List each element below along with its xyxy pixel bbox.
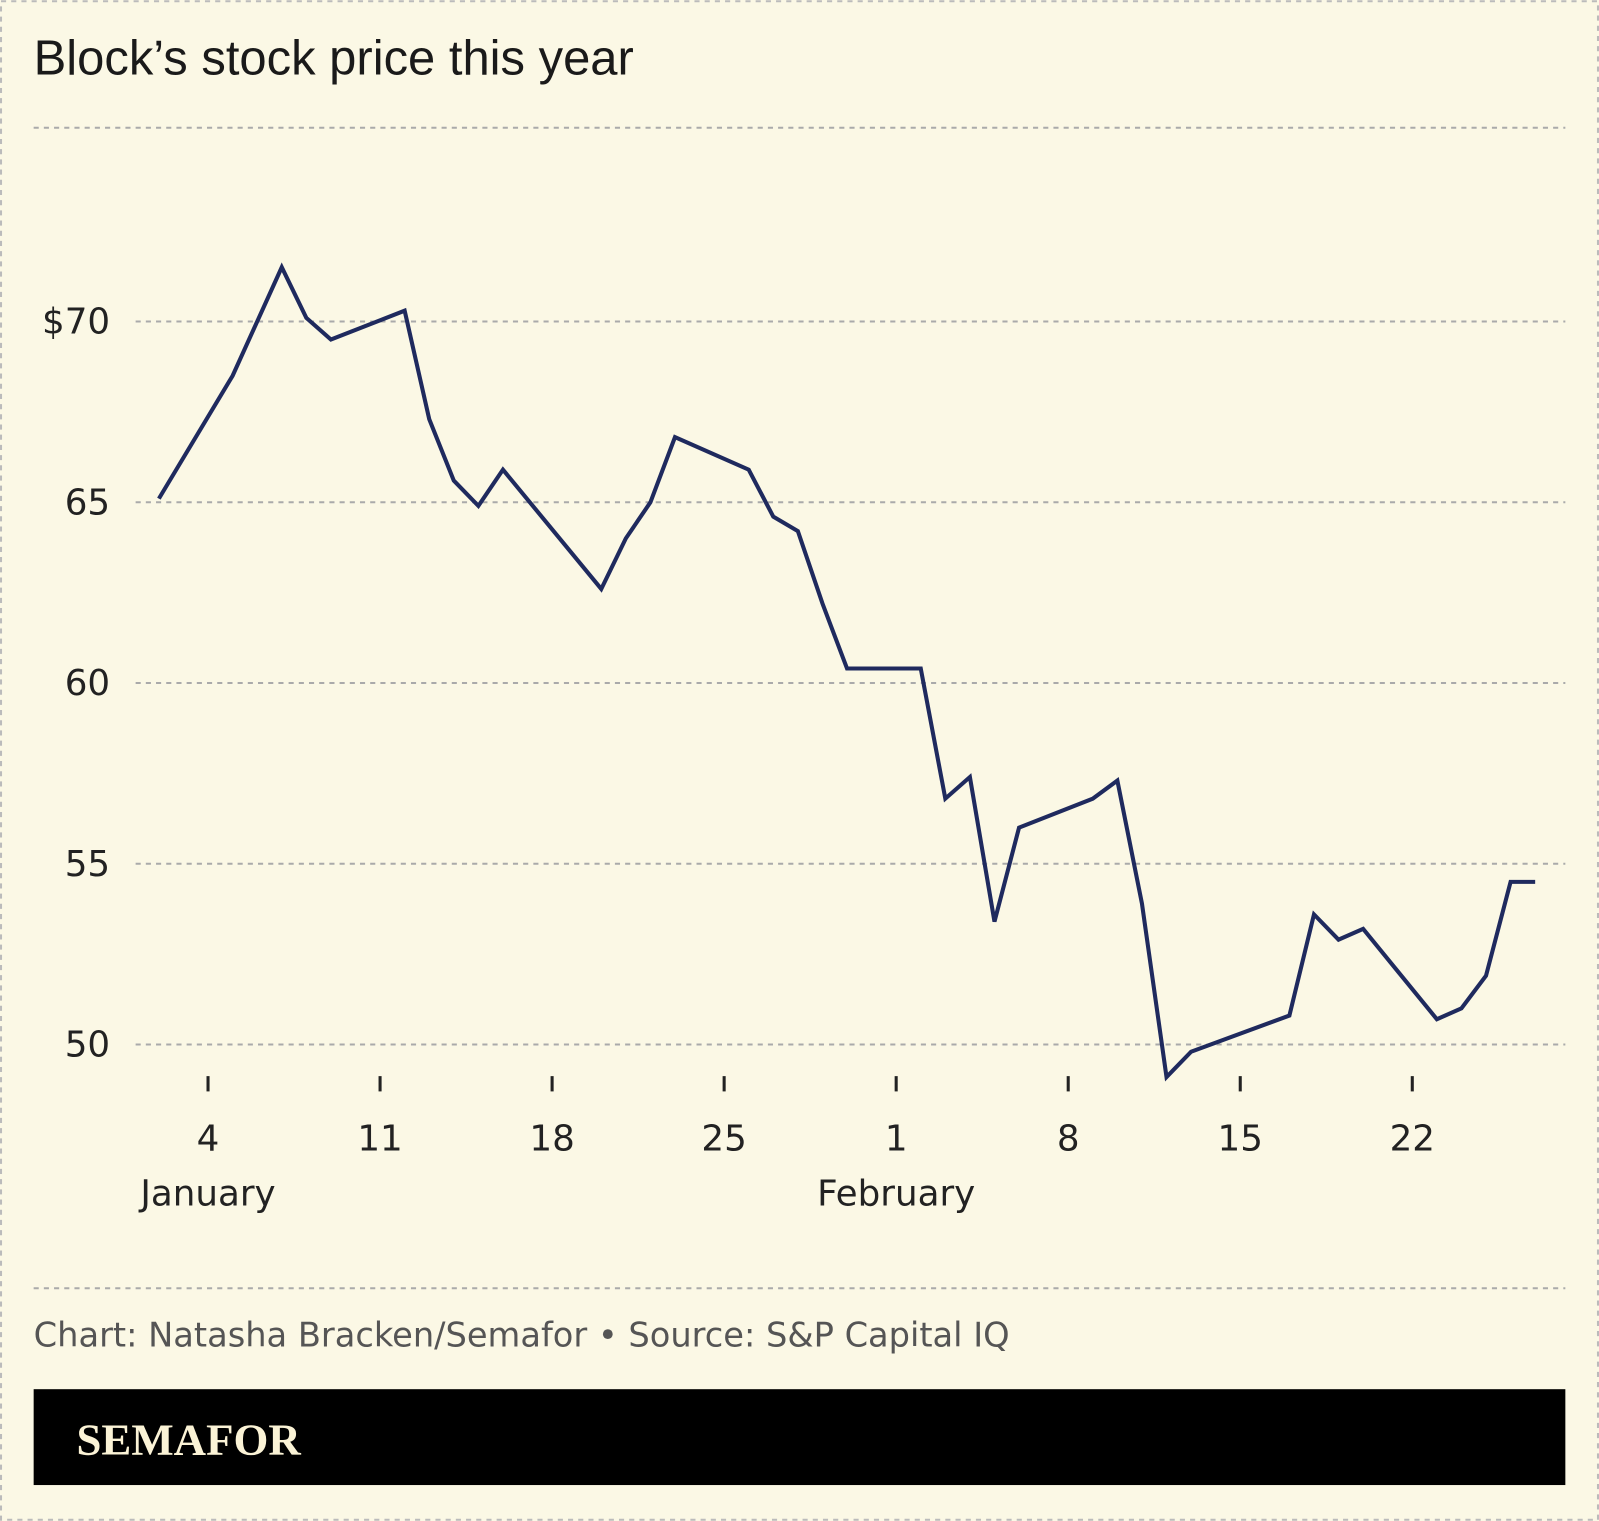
plot-area	[157, 262, 1536, 1082]
footer-bar	[33, 1389, 1566, 1486]
y-tick-label: $70	[42, 302, 110, 343]
y-tick-label: 55	[65, 844, 110, 885]
x-tick-label: 1	[885, 1119, 908, 1160]
x-tick-label: 15	[1218, 1119, 1263, 1160]
x-tick-label: 18	[529, 1119, 574, 1160]
chart-title: Block’s stock price this year	[34, 32, 634, 86]
x-tick-label: 11	[357, 1119, 402, 1160]
price-line	[157, 262, 1536, 1082]
credit-line: Chart: Natasha Bracken/Semafor • Source:…	[34, 1315, 1010, 1354]
y-tick-label: 60	[65, 663, 110, 704]
semafor-logo: SEMAFOR	[76, 1414, 301, 1464]
x-tick-label: 4	[197, 1119, 220, 1160]
x-month-label: February	[817, 1174, 975, 1215]
x-month-label: January	[138, 1174, 275, 1215]
x-tick-label: 25	[701, 1119, 746, 1160]
x-tick-label: 8	[1057, 1119, 1080, 1160]
x-axis: 4 January 11 18 25 1 February 8 15 22	[138, 1076, 1435, 1215]
y-tick-label: 50	[65, 1025, 110, 1066]
x-tick-label: 22	[1390, 1119, 1435, 1160]
y-tick-label: 65	[65, 482, 110, 523]
